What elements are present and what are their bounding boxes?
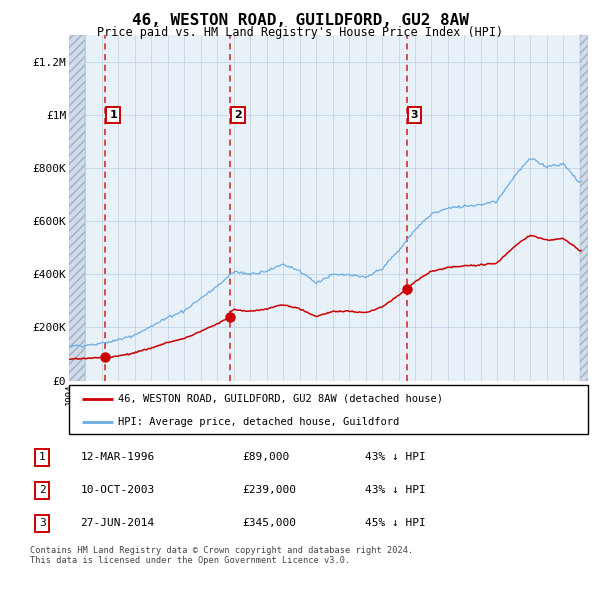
Bar (69, 35, 85, 381)
Text: 43% ↓ HPI: 43% ↓ HPI (365, 486, 425, 495)
Text: £345,000: £345,000 (242, 519, 296, 528)
Text: £89,000: £89,000 (242, 453, 289, 462)
Text: 2: 2 (234, 110, 242, 120)
Text: 46, WESTON ROAD, GUILDFORD, GU2 8AW: 46, WESTON ROAD, GUILDFORD, GU2 8AW (131, 13, 469, 28)
Text: 43% ↓ HPI: 43% ↓ HPI (365, 453, 425, 462)
Text: 27-JUN-2014: 27-JUN-2014 (80, 519, 154, 528)
Text: 3: 3 (39, 519, 46, 528)
Text: 1: 1 (39, 453, 46, 462)
Bar (580, 35, 588, 381)
Text: £239,000: £239,000 (242, 486, 296, 495)
Text: HPI: Average price, detached house, Guildford: HPI: Average price, detached house, Guil… (118, 417, 400, 427)
Text: 12-MAR-1996: 12-MAR-1996 (80, 453, 154, 462)
Text: Contains HM Land Registry data © Crown copyright and database right 2024.
This d: Contains HM Land Registry data © Crown c… (30, 546, 413, 565)
Text: 45% ↓ HPI: 45% ↓ HPI (365, 519, 425, 528)
Text: 3: 3 (411, 110, 418, 120)
Text: 10-OCT-2003: 10-OCT-2003 (80, 486, 154, 495)
Text: 1: 1 (110, 110, 117, 120)
Text: 2: 2 (39, 486, 46, 495)
Text: 46, WESTON ROAD, GUILDFORD, GU2 8AW (detached house): 46, WESTON ROAD, GUILDFORD, GU2 8AW (det… (118, 394, 443, 404)
Text: Price paid vs. HM Land Registry's House Price Index (HPI): Price paid vs. HM Land Registry's House … (97, 26, 503, 39)
